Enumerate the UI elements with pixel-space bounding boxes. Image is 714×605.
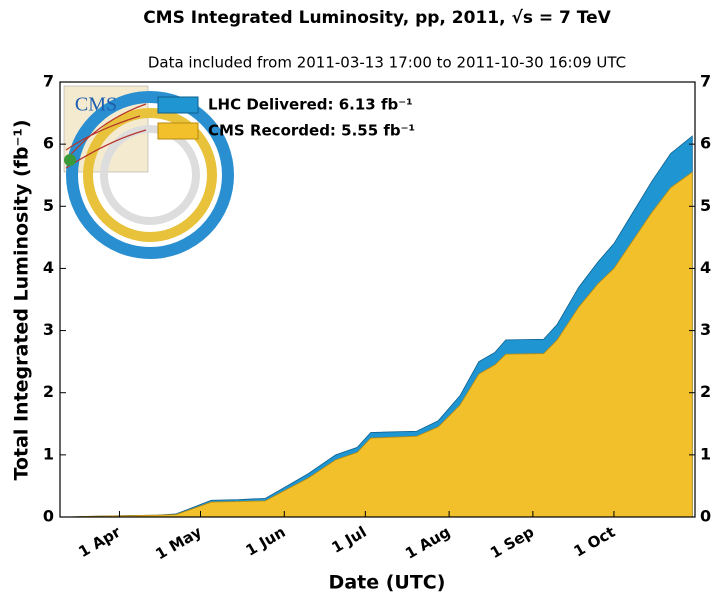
x-tick-label: 1 May: [152, 523, 205, 564]
y-tick-label: 0: [43, 507, 54, 526]
y2-tick-label: 6: [700, 134, 711, 153]
legend-label: LHC Delivered: 6.13 fb⁻¹: [208, 96, 413, 114]
y-tick-label: 7: [43, 72, 54, 91]
y2-tick-label: 7: [700, 72, 711, 91]
x-axis-label: Date (UTC): [329, 572, 446, 594]
x-tick-label: 1 Apr: [75, 522, 124, 561]
y-tick-label: 5: [43, 196, 54, 215]
plot-area: [68, 135, 693, 518]
chart-title: CMS Integrated Luminosity, pp, 2011, √s …: [143, 8, 611, 28]
legend-swatch: [157, 96, 199, 114]
y2-tick-label: 4: [700, 258, 711, 277]
y-tick-label: 3: [43, 320, 54, 339]
logo-text: CMS: [75, 94, 117, 116]
y2-tick-label: 1: [700, 444, 711, 463]
y-tick-label: 2: [43, 382, 54, 401]
y2-tick-label: 2: [700, 382, 711, 401]
y2-tick-label: 3: [700, 320, 711, 339]
area: [68, 171, 693, 518]
x-tick-label: 1 Jul: [328, 523, 369, 557]
legend-swatch: [157, 122, 199, 140]
y-tick-label: 1: [43, 444, 54, 463]
y-tick-label: 4: [43, 258, 54, 277]
x-tick-label: 1 Aug: [402, 523, 453, 563]
y-axis-label: Total Integrated Luminosity (fb⁻¹): [11, 119, 33, 480]
x-tick-label: 1 Oct: [571, 523, 619, 561]
legend-label: CMS Recorded: 5.55 fb⁻¹: [208, 122, 415, 140]
y2-tick-label: 0: [700, 507, 711, 526]
x-tick-label: 1 Sep: [487, 523, 537, 562]
y-tick-label: 6: [43, 134, 54, 153]
y2-tick-label: 5: [700, 196, 711, 215]
plot-frame: [59, 81, 696, 518]
x-tick-label: 1 Jun: [243, 523, 289, 560]
chart-subtitle: Data included from 2011-03-13 17:00 to 2…: [148, 54, 626, 72]
logo: CMS: [63, 85, 234, 259]
